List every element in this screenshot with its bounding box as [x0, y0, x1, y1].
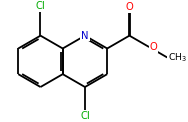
Text: O: O [150, 42, 157, 52]
Text: O: O [126, 2, 133, 12]
Text: CH$_3$: CH$_3$ [168, 51, 187, 64]
Text: N: N [81, 31, 89, 41]
Text: Cl: Cl [36, 1, 45, 11]
Text: Cl: Cl [80, 111, 90, 121]
